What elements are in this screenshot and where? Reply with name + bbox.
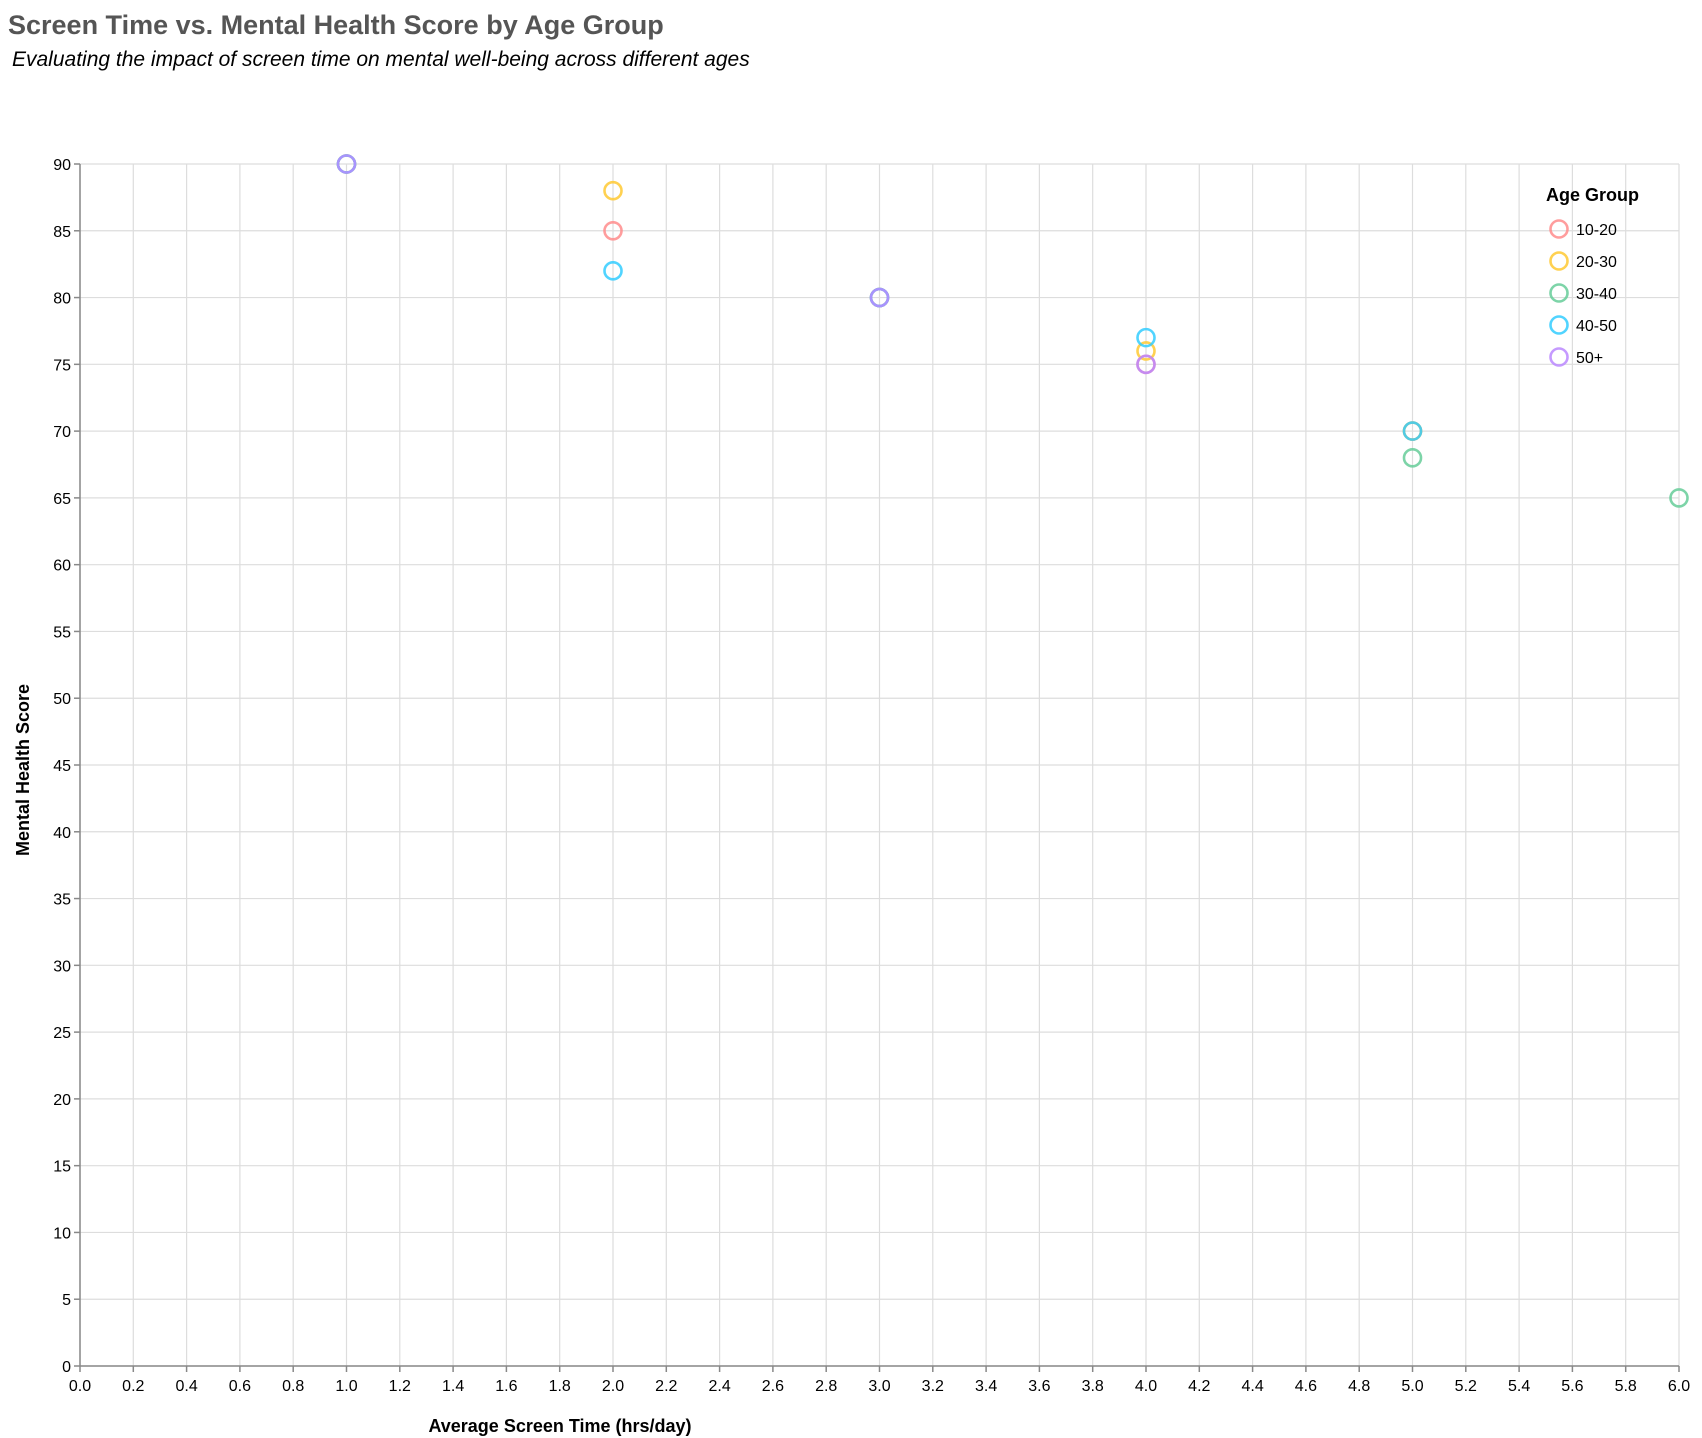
legend-title: Age Group	[1546, 185, 1639, 205]
x-tick-label: 0.0	[69, 1378, 91, 1395]
x-tick-label: 2.2	[655, 1378, 677, 1395]
data-point-40-50	[1136, 327, 1156, 348]
x-tick-label: 1.8	[549, 1378, 571, 1395]
legend: Age Group 10-20 20-30 30-40 40-50 50+	[1546, 185, 1639, 367]
data-points	[336, 154, 1689, 508]
y-tick-label: 80	[53, 291, 71, 308]
legend-symbol	[1549, 315, 1569, 335]
data-point-40-50	[1402, 421, 1423, 441]
x-tick-label: 2.4	[708, 1378, 730, 1395]
y-tick-label: 50	[53, 691, 71, 708]
x-tick-label: 0.2	[122, 1378, 144, 1395]
x-tick-label: 4.2	[1188, 1378, 1210, 1395]
legend-symbol	[1549, 347, 1569, 367]
legend-symbol	[1549, 219, 1569, 239]
x-axis-title: Average Screen Time (hrs/day)	[428, 1416, 691, 1436]
legend-symbol	[1549, 251, 1569, 271]
x-tick-label: 6.0	[1668, 1378, 1690, 1395]
chart-subtitle: Evaluating the impact of screen time on …	[12, 48, 750, 71]
y-tick-label: 85	[53, 224, 71, 241]
data-point-30-40	[1669, 488, 1689, 508]
y-tick-label: 60	[53, 558, 71, 575]
x-tick-label: 3.8	[1082, 1378, 1104, 1395]
x-tick-label: 5.4	[1508, 1378, 1530, 1395]
data-point-50+	[336, 154, 357, 174]
y-axis-title: Mental Health Score	[13, 684, 33, 856]
x-tick-label: 4.0	[1135, 1378, 1157, 1395]
x-tick-label: 0.8	[282, 1378, 304, 1395]
legend-label: 30-40	[1576, 286, 1617, 303]
y-tick-label: 70	[53, 424, 71, 441]
x-tick-label: 2.6	[762, 1378, 784, 1395]
x-tick-label: 1.2	[389, 1378, 411, 1395]
data-point-10-20	[603, 220, 623, 241]
data-point-40-50	[603, 261, 623, 281]
y-tick-label: 35	[53, 892, 71, 909]
y-tick-label: 90	[53, 157, 71, 174]
x-tick-label: 4.4	[1241, 1378, 1263, 1395]
x-tick-label: 4.8	[1348, 1378, 1370, 1395]
grid	[79, 163, 1680, 1367]
x-tick-label: 1.0	[335, 1378, 357, 1395]
x-tick-label: 5.2	[1455, 1378, 1477, 1395]
x-tick-label: 2.0	[602, 1378, 624, 1395]
data-point-20-30	[1136, 341, 1156, 361]
x-tick-label: 3.4	[975, 1378, 997, 1395]
y-tick-label: 40	[53, 825, 71, 842]
data-point-20-30	[603, 180, 623, 201]
x-tick-label: 1.6	[495, 1378, 517, 1395]
legend-label: 10-20	[1576, 222, 1617, 239]
data-point-50+	[869, 287, 890, 308]
y-tick-label: 30	[53, 958, 71, 975]
y-tick-label: 45	[53, 758, 71, 775]
x-tick-label: 5.0	[1401, 1378, 1423, 1395]
x-tick-label: 5.8	[1615, 1378, 1637, 1395]
x-tick-label: 1.4	[442, 1378, 464, 1395]
x-tick-label: 3.6	[1028, 1378, 1050, 1395]
y-tick-label: 25	[53, 1025, 71, 1042]
x-tick-label: 4.6	[1295, 1378, 1317, 1395]
data-point-50+	[1136, 354, 1156, 375]
y-tick-label: 5	[62, 1292, 71, 1309]
legend-label: 40-50	[1576, 318, 1617, 335]
y-tick-label: 15	[53, 1159, 71, 1176]
legend-label: 50+	[1576, 350, 1603, 367]
data-point-30-40	[1402, 448, 1423, 468]
x-tick-label: 3.0	[868, 1378, 890, 1395]
chart-title: Screen Time vs. Mental Health Score by A…	[8, 10, 664, 40]
axes: 0.0 0.2 0.4 0.6 0.8 1.0 1.2 1.4 1.6 1.8 2.0 2.2 2.4 2…	[53, 157, 1690, 1395]
y-tick-label: 10	[53, 1225, 71, 1242]
x-tick-label: 0.6	[229, 1378, 251, 1395]
y-tick-label: 20	[53, 1092, 71, 1109]
legend-symbol	[1549, 283, 1569, 303]
y-tick-label: 0	[62, 1359, 71, 1376]
x-tick-label: 2.8	[815, 1378, 837, 1395]
y-tick-label: 75	[53, 357, 71, 374]
y-tick-label: 65	[53, 491, 71, 508]
x-tick-label: 5.6	[1561, 1378, 1583, 1395]
y-tick-label: 55	[53, 624, 71, 641]
x-tick-label: 3.2	[922, 1378, 944, 1395]
x-tick-label: 0.4	[175, 1378, 197, 1395]
legend-label: 20-30	[1576, 254, 1617, 271]
